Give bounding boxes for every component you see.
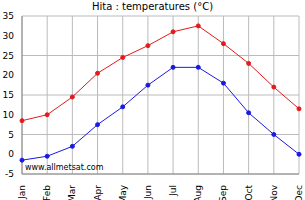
svg-text:15: 15 (8, 90, 14, 100)
svg-text:10: 10 (8, 110, 14, 120)
html-text:Hita : temperatures (°C): Hita : temperatures (°C) (91, 1, 213, 12)
svg-text:Aug: Aug (193, 185, 203, 200)
svg-text:35: 35 (8, 11, 14, 21)
svg-text:Feb: Feb (42, 185, 52, 200)
svg-text:0: 0 (8, 149, 14, 159)
svg-text:-5: -5 (8, 169, 14, 179)
svg-text:25: 25 (8, 51, 14, 61)
svg-text:Jan: Jan (17, 185, 27, 200)
svg-text:Dec: Dec (294, 185, 297, 200)
svg-text:May: May (118, 184, 128, 200)
svg-text:Jun: Jun (143, 185, 153, 200)
svg-text:Apr: Apr (93, 185, 103, 200)
svg-text:5: 5 (8, 130, 14, 140)
svg-text:Sep: Sep (218, 185, 228, 200)
svg-text:30: 30 (8, 31, 14, 41)
svg-text:Mar: Mar (67, 185, 77, 200)
svg-text:Oct: Oct (244, 185, 254, 200)
svg-text:20: 20 (8, 70, 14, 80)
svg-text:Jul: Jul (168, 185, 178, 197)
svg-text:Nov: Nov (269, 184, 279, 200)
html-text:www.allmetsat.com: www.allmetsat.com (25, 163, 104, 172)
